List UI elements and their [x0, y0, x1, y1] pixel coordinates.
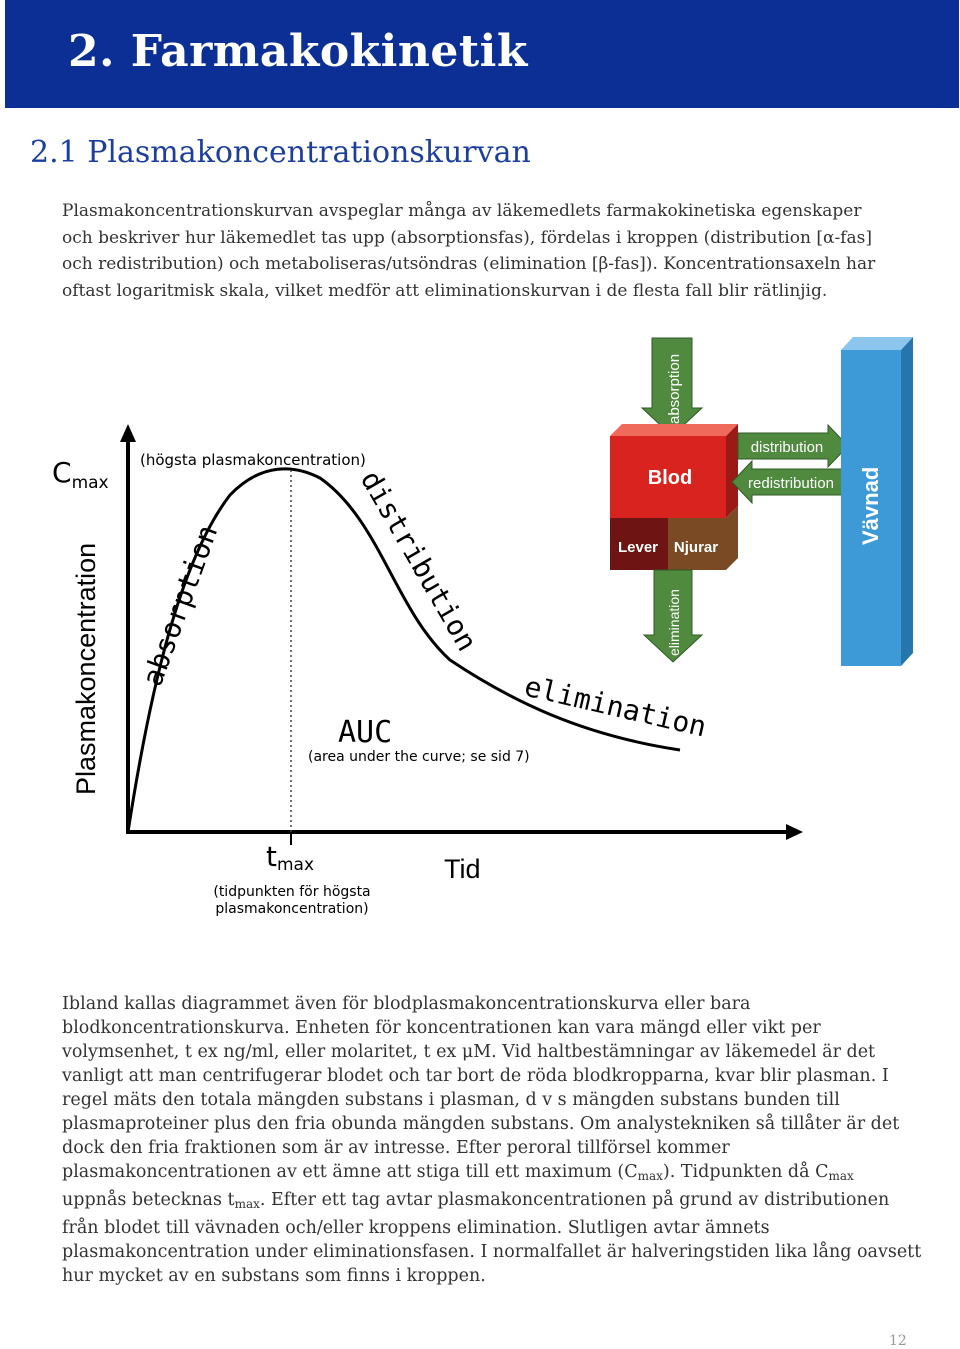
- elimination-arrow: [642, 569, 704, 663]
- intro-line: Plasmakoncentrationskurvan avspeglar mån…: [62, 201, 862, 221]
- blod-box: [610, 436, 726, 518]
- redistribution-arrow-label: redistribution: [748, 475, 834, 492]
- tmax-note-line: plasmakoncentration): [215, 901, 368, 917]
- body-line: uppnås betecknas tmax. Efter ett tag avt…: [62, 1190, 890, 1211]
- njurar-label: Njurar: [674, 539, 718, 556]
- tmax-label: tmax: [266, 840, 314, 875]
- intro-line: och beskriver hur läkemedlet tas upp (ab…: [62, 227, 872, 248]
- blod-box-top: [610, 424, 738, 436]
- auc-label: AUC: [338, 715, 392, 750]
- cmax-note: (högsta plasmakoncentration): [140, 451, 366, 469]
- lever-box: [610, 518, 668, 570]
- body-line: blodkoncentrationskurva. Enheten för kon…: [62, 1018, 821, 1038]
- chapter-title: 2. Farmakokinetik: [68, 26, 528, 77]
- body-line: plasmakoncentrationen av ett ämne att st…: [62, 1162, 854, 1183]
- body-line: plasmakoncentration under eliminationsfa…: [62, 1242, 922, 1262]
- section-title: 2.1 Plasmakoncentrationskurvan: [30, 135, 531, 170]
- elimination-arrow-label: elimination: [666, 589, 682, 656]
- redistribution-arrow: [731, 459, 843, 505]
- pharmacokinetics-diagram: Cmax (högsta plasmakoncentration) Plasma…: [52, 337, 913, 917]
- body-line: volymsenhet, t ex ng/ml, eller molaritet…: [62, 1042, 876, 1062]
- body-line: plasmaproteiner plus den fria obunda män…: [62, 1114, 900, 1134]
- x-axis-arrowhead: [786, 824, 803, 840]
- tmax-note-line: (tidpunkten för högsta: [213, 884, 370, 900]
- distribution-arrow: [737, 423, 849, 469]
- njurar-box: [668, 506, 738, 570]
- absorption-phase-label: absorption: [136, 521, 225, 691]
- body-line: hur mycket av en substans som finns i kr…: [62, 1266, 486, 1286]
- intro-line: och redistribution) och metaboliseras/ut…: [62, 254, 876, 274]
- body-paragraph: Ibland kallas diagrammet även för blodpl…: [62, 992, 922, 1288]
- page-number: 12: [889, 1333, 907, 1349]
- body-line: från blodet till vävnaden och/eller krop…: [62, 1218, 770, 1238]
- absorption-arrow: [640, 337, 704, 437]
- vavnad-box-top: [841, 337, 913, 350]
- y-axis-arrowhead: [120, 424, 136, 442]
- vavnad-label: Vävnad: [858, 467, 883, 545]
- body-line: Ibland kallas diagrammet även för blodpl…: [62, 994, 751, 1014]
- intro-line: oftast logaritmisk skala, vilket medför …: [62, 280, 828, 301]
- cmax-label: Cmax: [52, 456, 109, 493]
- x-axis-label: Tid: [444, 854, 481, 884]
- blod-box-side: [726, 424, 738, 518]
- distribution-arrow-label: distribution: [751, 439, 824, 456]
- lever-label: Lever: [618, 539, 658, 556]
- elimination-phase-label: elimination: [521, 670, 709, 744]
- distribution-phase-label: distribution: [354, 465, 484, 657]
- header-bar: [5, 0, 959, 108]
- auc-note: (area under the curve; se sid 7): [308, 749, 530, 765]
- body-line: regel mäts den totala mängden substans i…: [62, 1090, 840, 1110]
- vavnad-box: [841, 350, 901, 666]
- absorption-arrow-label: absorption: [666, 354, 683, 424]
- blod-label: Blod: [648, 467, 692, 489]
- plasma-curve: [126, 467, 681, 833]
- vavnad-box-side: [901, 337, 913, 666]
- body-line: vanligt att man centrifugerar blodet och…: [62, 1066, 889, 1086]
- body-line: dock den fria fraktionen som är av intre…: [62, 1138, 730, 1158]
- intro-paragraph: Plasmakoncentrationskurvan avspeglar mån…: [62, 198, 912, 304]
- y-axis-label: Plasmakoncentration: [71, 543, 101, 795]
